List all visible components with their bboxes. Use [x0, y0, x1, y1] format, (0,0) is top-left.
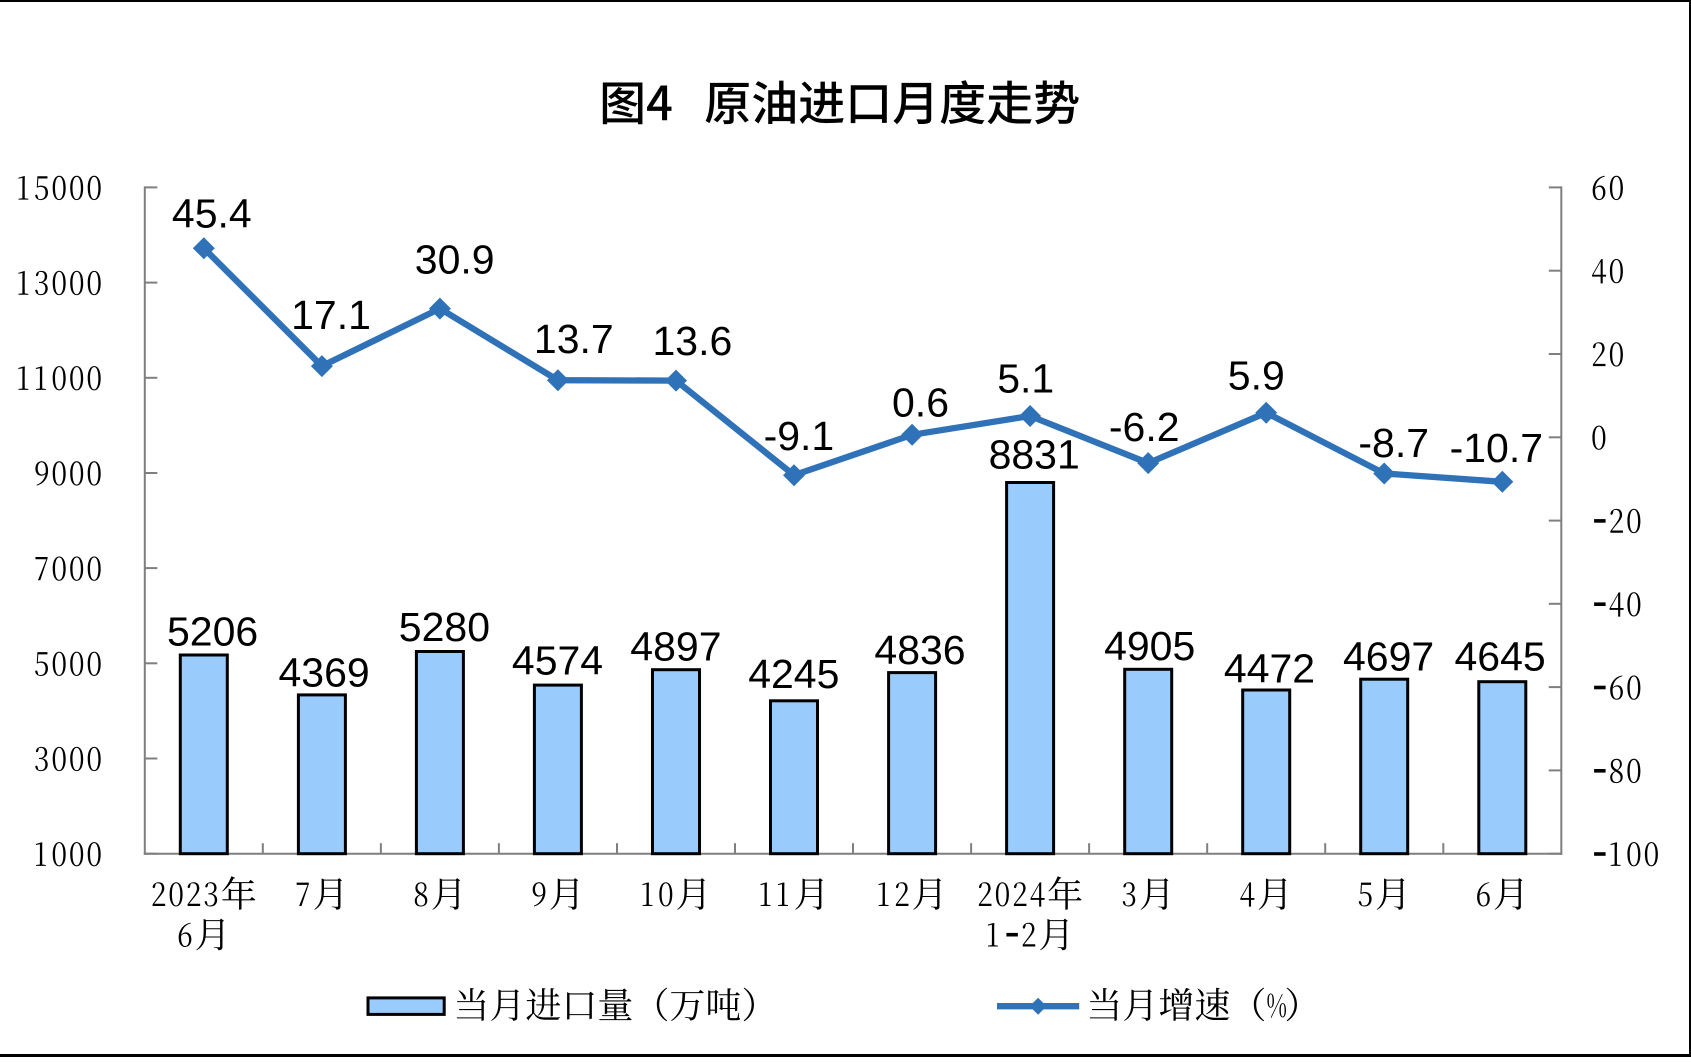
svg-text:-10.7: -10.7	[1450, 425, 1543, 471]
svg-text:4897: 4897	[630, 623, 721, 669]
svg-text:30.9: 30.9	[415, 236, 495, 282]
svg-text:8831: 8831	[989, 432, 1080, 478]
svg-text:-6.2: -6.2	[1109, 404, 1180, 450]
svg-text:4574: 4574	[512, 637, 603, 683]
svg-text:5280: 5280	[399, 604, 490, 650]
svg-text:4369: 4369	[278, 650, 369, 696]
svg-text:4472: 4472	[1224, 645, 1315, 691]
svg-text:-8.7: -8.7	[1358, 420, 1429, 466]
svg-text:4697: 4697	[1343, 633, 1434, 679]
svg-text:0.6: 0.6	[892, 379, 949, 425]
svg-text:-9.1: -9.1	[764, 413, 835, 459]
svg-text:4905: 4905	[1104, 623, 1195, 669]
svg-text:45.4: 45.4	[172, 190, 252, 236]
svg-text:4245: 4245	[748, 651, 839, 697]
svg-text:5.9: 5.9	[1228, 352, 1285, 398]
svg-text:4645: 4645	[1454, 634, 1545, 680]
svg-text:5206: 5206	[167, 609, 258, 655]
svg-text:17.1: 17.1	[291, 292, 371, 338]
svg-text:13.7: 13.7	[534, 316, 614, 362]
svg-text:5.1: 5.1	[997, 355, 1054, 401]
svg-text:13.6: 13.6	[652, 318, 732, 364]
svg-text:4836: 4836	[874, 627, 965, 673]
